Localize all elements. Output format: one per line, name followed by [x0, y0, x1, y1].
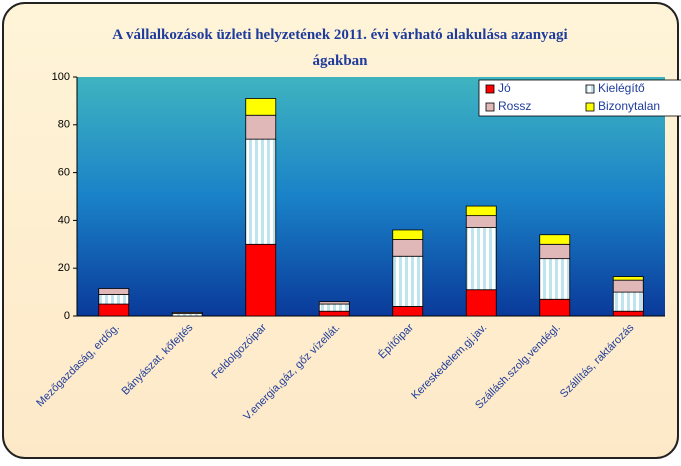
chart-title: A vállalkozások üzleti helyzetének 2011.…	[112, 27, 567, 69]
y-tick-label: 40	[58, 214, 70, 226]
legend-swatch	[485, 102, 495, 112]
y-tick-label: 20	[58, 262, 70, 274]
y-tick-label: 60	[58, 167, 70, 179]
bar-segment	[245, 114, 277, 140]
legend-swatch	[585, 84, 595, 94]
bar-segment	[539, 234, 571, 245]
bar-segment	[539, 258, 571, 300]
bar-segment	[318, 301, 350, 305]
bar-segment	[318, 303, 350, 312]
bar-segment	[612, 279, 644, 293]
legend-swatch	[485, 84, 495, 94]
bar-segment	[612, 276, 644, 281]
bar-segment	[612, 310, 644, 317]
bar-segment	[171, 312, 203, 315]
legend-label: Bizonytalan	[598, 99, 660, 113]
legend-label: Kielégítő	[598, 81, 645, 95]
bar-segment	[392, 239, 424, 257]
bar-segment	[245, 138, 277, 245]
bar-segment	[539, 243, 571, 260]
y-tick-label: 100	[52, 71, 70, 83]
bar-segment	[465, 215, 497, 228]
bar-segment	[465, 205, 497, 217]
y-tick-label: 0	[64, 310, 70, 322]
bar-segment	[465, 289, 497, 317]
bar-segment	[245, 243, 277, 317]
bar-segment	[392, 306, 424, 317]
bar-segment	[465, 227, 497, 291]
legend-box	[478, 79, 681, 117]
bar-segment	[392, 229, 424, 240]
bar-segment	[612, 291, 644, 312]
legend-swatch	[585, 102, 595, 112]
bar-segment	[245, 98, 277, 116]
y-tick-label: 80	[58, 119, 70, 131]
legend-label: Rossz	[498, 99, 531, 113]
bar-segment	[392, 255, 424, 307]
bar-segment	[318, 310, 350, 317]
bar-segment	[539, 298, 571, 317]
legend-label: Jó	[498, 81, 511, 95]
bar-segment	[98, 303, 130, 317]
bar-segment	[98, 288, 130, 295]
bar-segment	[98, 294, 130, 305]
